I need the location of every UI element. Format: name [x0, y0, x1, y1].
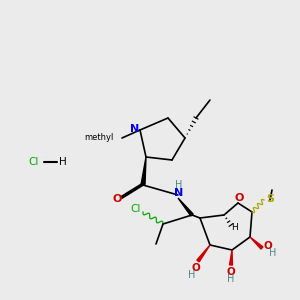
Text: methyl: methyl — [85, 134, 114, 142]
Polygon shape — [230, 250, 232, 265]
Polygon shape — [141, 157, 146, 185]
Text: Cl: Cl — [29, 157, 39, 167]
Polygon shape — [250, 237, 263, 249]
Text: O: O — [112, 194, 122, 204]
Polygon shape — [197, 245, 210, 262]
Polygon shape — [178, 198, 193, 216]
Text: S: S — [266, 194, 274, 204]
Text: H: H — [188, 270, 196, 280]
Text: Cl: Cl — [131, 204, 141, 214]
Text: O: O — [234, 193, 244, 203]
Text: N: N — [130, 124, 140, 134]
Text: O: O — [192, 263, 200, 273]
Text: O: O — [226, 267, 236, 277]
Text: H: H — [175, 180, 183, 190]
Text: H: H — [269, 248, 277, 258]
Text: O: O — [264, 241, 272, 251]
Text: N: N — [174, 188, 184, 198]
Text: H: H — [227, 274, 235, 284]
Text: H: H — [231, 224, 237, 232]
Text: H: H — [59, 157, 67, 167]
